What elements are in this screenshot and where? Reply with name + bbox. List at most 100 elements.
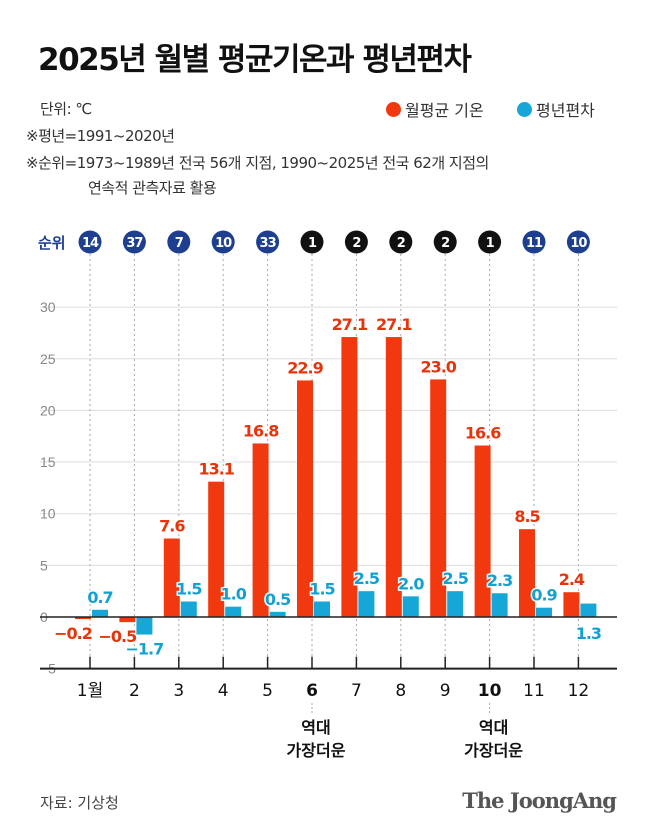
legend-label: 월평균 기온	[405, 101, 484, 120]
data-label: 1.3	[576, 624, 601, 643]
data-label: −0.2	[54, 624, 92, 643]
rank-value: 1	[308, 236, 317, 251]
chart-title: 2025년 월별 평균기온과 평년편차	[38, 42, 472, 78]
x-tick-label: 6	[306, 681, 318, 701]
rank-badge	[433, 230, 457, 254]
data-label: −1.7	[126, 640, 164, 659]
rank-badge	[300, 230, 324, 254]
temp-bar	[563, 592, 580, 617]
x-tick-label: 8	[395, 681, 406, 701]
data-label: 0.9	[531, 586, 557, 605]
y-tick-label: 5	[40, 557, 48, 573]
unit-note: 단위: ℃	[40, 100, 92, 118]
y-tick-label: 25	[40, 351, 56, 367]
normal-note: ※평년=1991~2020년	[26, 127, 175, 145]
y-tick-label: 10	[40, 506, 56, 522]
x-tick-label: 3	[173, 681, 184, 701]
rank-value: 7	[175, 236, 184, 251]
deviation-bar	[491, 593, 508, 617]
x-tick-label: 12	[568, 681, 590, 701]
data-label: 2.0	[398, 574, 424, 593]
temp-bar	[297, 380, 313, 617]
rank-value: 2	[352, 236, 360, 251]
rank-value: 2	[441, 236, 449, 251]
y-tick-label: 30	[40, 299, 56, 315]
deviation-bar	[402, 596, 419, 617]
rank-badge	[344, 230, 368, 254]
deviation-bar	[358, 591, 375, 617]
data-label: 0.5	[265, 590, 291, 609]
x-tick-label: 7	[351, 681, 362, 701]
rank-badge	[522, 230, 546, 254]
deviation-bar	[225, 606, 242, 617]
legend-swatch	[517, 101, 532, 117]
x-tick-label: 9	[440, 681, 451, 701]
data-label: 16.8	[243, 421, 279, 440]
deviation-bar	[314, 601, 330, 617]
y-tick-label: 15	[40, 454, 56, 470]
temp-bar	[341, 337, 358, 617]
data-label: 1.0	[221, 585, 247, 604]
data-label: 2.4	[559, 570, 585, 589]
data-label: 1.5	[309, 580, 335, 599]
data-label: 2.5	[354, 569, 380, 588]
temp-bar	[385, 337, 402, 617]
temp-bar	[75, 617, 91, 620]
rank-note-2: 연속적 관측자료 활용	[88, 179, 217, 197]
deviation-bar	[136, 617, 153, 635]
temp-bar	[430, 379, 447, 617]
rank-badge	[167, 230, 191, 254]
rank-value: 10	[215, 236, 232, 251]
x-tick-label: 5	[262, 681, 273, 701]
data-label: −0.5	[99, 627, 138, 646]
data-label: 23.0	[420, 357, 456, 376]
rank-badge	[478, 230, 502, 254]
deviation-bar	[92, 609, 108, 617]
data-label: 2.5	[443, 569, 469, 588]
rank-badge	[122, 230, 146, 254]
source: 자료: 기상청	[40, 794, 119, 812]
rank-value: 1	[486, 236, 495, 251]
data-label: 22.9	[287, 358, 323, 377]
legend-item-dev: 평년편차	[517, 97, 595, 121]
deviation-bar	[536, 607, 552, 617]
legend-swatch	[386, 101, 401, 117]
data-label: 27.1	[332, 315, 368, 334]
temp-bar	[163, 538, 180, 617]
y-tick-label: 20	[40, 402, 56, 418]
rank-value: 14	[82, 236, 99, 251]
data-label: 2.3	[487, 571, 512, 590]
temp-bar	[252, 443, 269, 617]
data-label: 7.6	[159, 516, 185, 535]
rank-badge	[256, 230, 280, 254]
data-label: 1.5	[176, 580, 202, 599]
rank-badge	[566, 230, 590, 254]
annotation-text: 역대	[479, 718, 508, 737]
rank-label: 순위	[38, 234, 66, 252]
annotation-text: 가장더운	[287, 741, 346, 760]
data-label: 0.7	[87, 588, 112, 607]
x-tick-label: 1월	[77, 681, 103, 701]
legend-label: 평년편차	[536, 101, 595, 120]
data-label: 16.6	[465, 424, 501, 443]
deviation-bar	[447, 591, 464, 617]
logo: The JoongAng	[462, 788, 617, 813]
annotation-text: 가장더운	[464, 741, 523, 760]
x-tick-label: 4	[218, 681, 229, 701]
temp-bar	[474, 445, 491, 617]
rank-badge	[389, 230, 413, 254]
rank-value: 37	[126, 236, 143, 251]
deviation-bar	[269, 611, 286, 617]
temp-bar	[519, 529, 535, 617]
legend-item-temp: 월평균 기온	[386, 97, 484, 121]
data-label: 13.1	[198, 460, 234, 479]
rank-value: 33	[260, 236, 277, 251]
rank-value: 10	[570, 236, 587, 251]
temp-bar	[119, 617, 136, 623]
data-label: 27.1	[376, 315, 412, 334]
x-tick-label: 10	[478, 681, 502, 701]
data-label: 8.5	[514, 507, 540, 526]
annotation-text: 역대	[301, 718, 330, 737]
